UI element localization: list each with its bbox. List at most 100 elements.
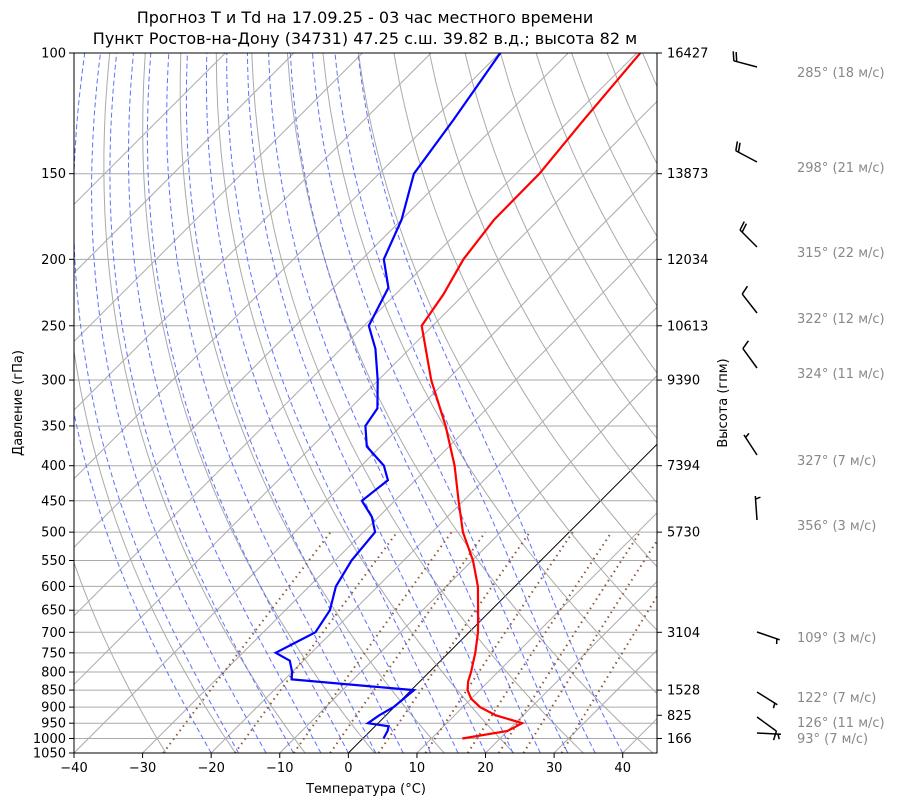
y-axis-right-label: Высота (гпм)	[716, 358, 731, 447]
isotherm	[74, 53, 638, 617]
mixing-ratio-line	[162, 531, 332, 753]
y-axis-label: Давление (гПа)	[11, 350, 26, 456]
wind-barb-half	[777, 733, 780, 740]
y-tick-label: 700	[41, 626, 66, 641]
wind-barb-staff	[742, 348, 758, 369]
mixing-ratio-line	[292, 531, 453, 753]
wind-barb-staff	[754, 496, 758, 521]
x-tick-label: 0	[344, 761, 352, 776]
mixing-ratio-line	[560, 594, 657, 753]
wind-label: 298° (21 м/с)	[797, 161, 885, 176]
isotherm	[74, 53, 226, 206]
moist-adiabat	[74, 410, 212, 753]
moist-adiabat	[74, 53, 240, 753]
dry-adiabat	[606, 53, 657, 165]
wind-barb	[756, 631, 780, 645]
mixing-ratio-line	[234, 531, 398, 753]
dry-adiabat	[393, 53, 657, 568]
dry-adiabat	[785, 53, 900, 753]
wind-label: 324° (11 м/с)	[797, 367, 885, 382]
height-tick-label: 9390	[667, 374, 700, 389]
x-tick-label: 30	[546, 761, 563, 776]
x-tick-label: −10	[266, 761, 293, 776]
x-tick-label: −30	[129, 761, 156, 776]
wind-label: 122° (7 м/с)	[797, 691, 876, 706]
wind-barb	[742, 340, 758, 369]
x-tick-label: 10	[409, 761, 426, 776]
moist-adiabat	[226, 53, 459, 753]
wind-barb	[741, 285, 758, 314]
dry-adiabat	[179, 53, 445, 753]
y-tick-label: 250	[41, 319, 66, 334]
wind-barb	[743, 432, 758, 456]
wind-label: 109° (3 м/с)	[797, 631, 876, 646]
moist-adiabat	[357, 53, 624, 753]
x-axis-label: Температура (°C)	[305, 782, 426, 797]
x-tick-label: −20	[197, 761, 224, 776]
wind-label: 315° (22 м/с)	[797, 246, 885, 261]
wind-barb-staff	[739, 229, 758, 248]
y-tick-label: 850	[41, 684, 66, 699]
dry-adiabat	[642, 53, 657, 88]
isotherm	[74, 100, 657, 686]
dry-adiabat	[103, 53, 306, 753]
wind-barb-full	[739, 221, 745, 231]
dry-adiabat	[251, 53, 584, 753]
wind-label: 285° (18 м/с)	[797, 66, 885, 81]
wind-barb-full	[772, 730, 778, 741]
moist-adiabat	[312, 53, 569, 753]
y-tick-label: 300	[41, 374, 66, 389]
isotherm	[74, 53, 501, 480]
moist-adiabat	[334, 53, 596, 753]
y-tick-label: 350	[41, 419, 66, 434]
y-tick-label: 100	[41, 47, 66, 62]
isotherm	[74, 53, 569, 548]
wind-barb	[754, 496, 761, 521]
wind-barb	[735, 141, 758, 163]
moist-adiabat	[166, 53, 377, 753]
dry-adiabat	[571, 53, 657, 238]
wind-barb-staff	[756, 691, 778, 706]
height-tick-label: 7394	[667, 459, 700, 474]
wind-label: 93° (7 м/с)	[797, 732, 868, 747]
dry-adiabat	[856, 53, 900, 753]
wind-barb	[732, 51, 758, 68]
wind-barb-full	[735, 141, 739, 151]
isotherm	[485, 580, 657, 753]
x-tick-label: −40	[60, 761, 87, 776]
moist-adiabat	[109, 53, 294, 753]
dry-adiabat	[500, 53, 657, 374]
wind-barb-half	[744, 432, 750, 438]
dry-adiabat	[714, 53, 900, 753]
isotherm	[74, 53, 363, 343]
height-tick-label: 166	[667, 732, 692, 747]
isotherm	[210, 306, 657, 753]
height-tick-label: 10613	[667, 319, 708, 334]
y-tick-label: 1050	[33, 747, 66, 762]
wind-barb	[756, 732, 782, 740]
height-tick-label: 1528	[667, 684, 700, 699]
dry-adiabat	[357, 53, 657, 631]
wind-barb-staff	[743, 434, 758, 456]
wind-label: 327° (7 м/с)	[797, 454, 876, 469]
dry-adiabat	[464, 53, 657, 440]
height-tick-label: 12034	[667, 253, 708, 268]
moist-adiabat	[185, 53, 404, 753]
wind-barb-staff	[733, 60, 758, 68]
moist-adiabat	[289, 53, 541, 753]
dry-adiabat	[322, 53, 657, 695]
isotherm	[416, 512, 657, 753]
y-tick-label: 450	[41, 494, 66, 509]
y-tick-label: 200	[41, 253, 66, 268]
dry-adiabat	[286, 53, 654, 753]
y-tick-label: 900	[41, 701, 66, 716]
y-tick-label: 800	[41, 666, 66, 681]
y-tick-label: 650	[41, 604, 66, 619]
wind-barb-staff	[756, 732, 782, 736]
isotherm	[622, 717, 657, 753]
wind-barb-full	[735, 52, 738, 62]
chart-title: Прогноз T и Td на 17.09.25 - 03 час мест…	[136, 8, 594, 27]
x-tick-label: 20	[477, 761, 494, 776]
